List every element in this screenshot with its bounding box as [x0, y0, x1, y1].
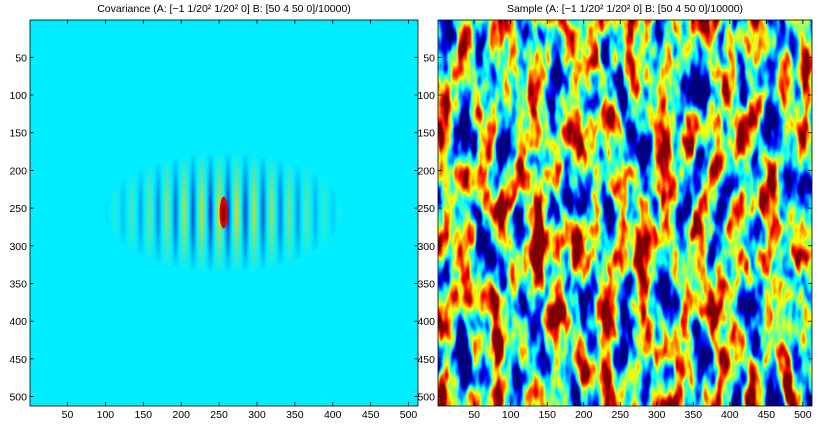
sample-image [438, 20, 812, 406]
y-tick-label: 450 [9, 354, 27, 366]
y-tick-label: 100 [9, 90, 27, 102]
y-tick-label: 200 [417, 165, 435, 177]
y-tick-label: 250 [417, 203, 435, 215]
y-tick-label: 100 [417, 90, 435, 102]
chart-title: Sample (A: [−1 1/20² 1/20² 0] B: [50 4 5… [507, 3, 743, 15]
x-tick-label: 500 [400, 409, 418, 421]
x-tick-label: 100 [502, 409, 520, 421]
x-tick-label: 200 [575, 409, 593, 421]
x-tick-label: 450 [758, 409, 776, 421]
x-tick-label: 100 [97, 409, 115, 421]
axes-box [437, 19, 813, 407]
y-tick-label: 50 [15, 52, 27, 64]
y-tick-label: 400 [9, 316, 27, 328]
y-tick-label: 500 [417, 392, 435, 404]
y-tick-label: 200 [9, 165, 27, 177]
y-tick-label: 400 [417, 316, 435, 328]
chart-title: Covariance (A: [−1 1/20² 1/20² 0] B: [50… [97, 3, 351, 15]
x-tick-label: 200 [172, 409, 190, 421]
x-tick-label: 150 [538, 409, 556, 421]
x-tick-label: 450 [362, 409, 380, 421]
x-tick-label: 500 [794, 409, 812, 421]
x-tick-label: 250 [611, 409, 629, 421]
axes-box [29, 19, 419, 407]
y-tick-label: 500 [9, 392, 27, 404]
y-tick-label: 150 [9, 128, 27, 140]
y-tick-label: 150 [417, 128, 435, 140]
x-tick-label: 150 [135, 409, 153, 421]
x-tick-label: 300 [248, 409, 266, 421]
y-tick-label: 300 [9, 241, 27, 253]
x-tick-label: 350 [286, 409, 304, 421]
x-tick-label: 400 [721, 409, 739, 421]
x-tick-label: 50 [62, 409, 74, 421]
y-tick-label: 450 [417, 354, 435, 366]
y-tick-label: 350 [9, 278, 27, 290]
y-tick-label: 250 [9, 203, 27, 215]
y-tick-label: 300 [417, 241, 435, 253]
x-tick-label: 350 [685, 409, 703, 421]
y-tick-label: 350 [417, 278, 435, 290]
x-tick-label: 50 [468, 409, 480, 421]
y-tick-label: 50 [423, 52, 435, 64]
covariance-image [30, 20, 418, 406]
x-tick-label: 300 [648, 409, 666, 421]
x-tick-label: 250 [210, 409, 228, 421]
x-tick-label: 400 [324, 409, 342, 421]
